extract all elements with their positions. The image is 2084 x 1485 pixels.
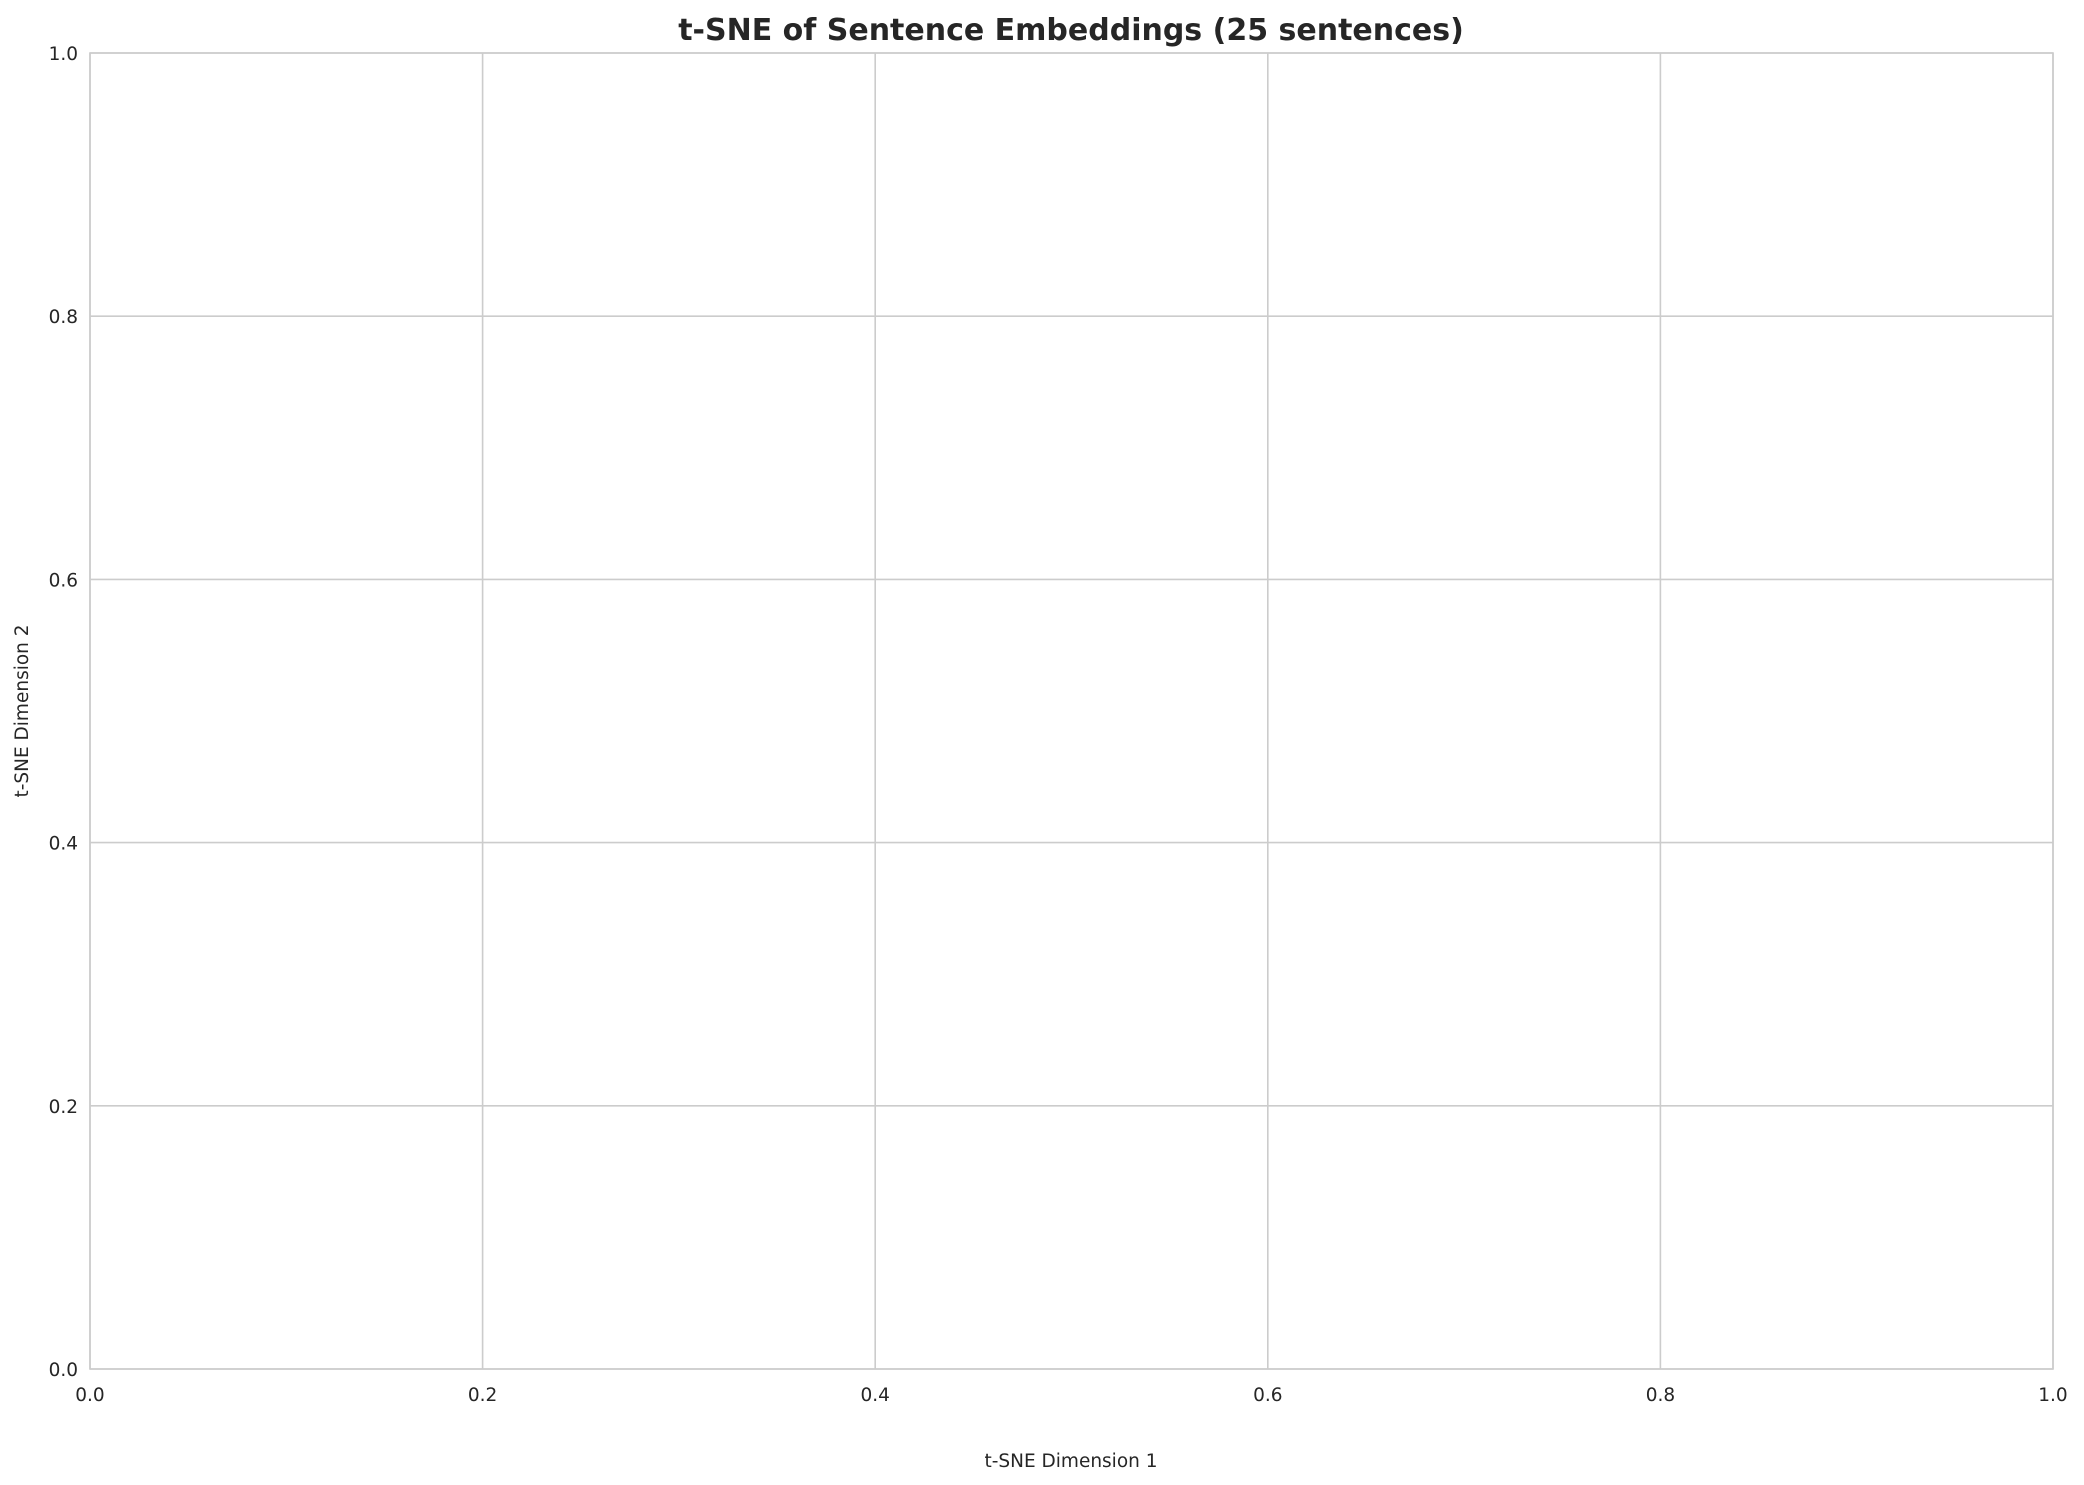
y-tick-label: 1.0	[49, 44, 78, 65]
y-tick-label: 0.2	[49, 1097, 78, 1118]
y-tick-label: 0.8	[49, 307, 78, 328]
chart-title: t-SNE of Sentence Embeddings (25 sentenc…	[678, 13, 1464, 48]
y-tick-label: 0.6	[49, 570, 78, 591]
x-tick-label: 0.8	[1646, 1385, 1675, 1406]
plot-area	[89, 52, 2054, 1370]
x-tick-label: 1.0	[2038, 1385, 2067, 1406]
y-tick-label: 0.0	[49, 1360, 78, 1381]
y-axis-label: t-SNE Dimension 2	[12, 624, 33, 797]
x-axis-label: t-SNE Dimension 1	[984, 1451, 1157, 1472]
y-tick-label: 0.4	[49, 834, 78, 855]
x-tick-label: 0.0	[75, 1385, 104, 1406]
x-tick-label: 0.4	[860, 1385, 889, 1406]
x-tick-label: 0.2	[468, 1385, 497, 1406]
x-tick-label: 0.6	[1253, 1385, 1282, 1406]
